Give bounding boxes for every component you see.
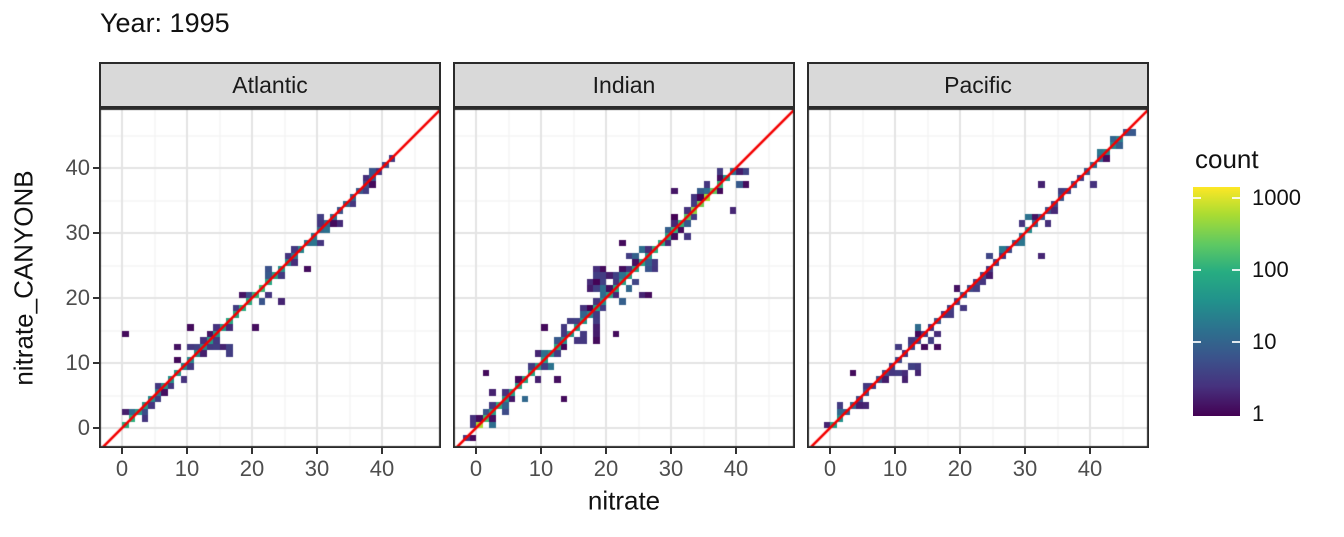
legend-tick-label: 1	[1252, 401, 1265, 426]
legend-tick-mark	[1232, 341, 1240, 343]
y-tick-mark	[93, 232, 99, 234]
legend-tick-mark	[1193, 197, 1201, 199]
x-tick-mark	[186, 448, 188, 454]
x-tick-mark	[316, 448, 318, 454]
x-tick-label: 10	[174, 456, 200, 481]
x-tick-label: 0	[823, 456, 837, 481]
x-tick-label: 40	[369, 456, 395, 481]
x-tick-mark	[381, 448, 383, 454]
x-tick-mark	[1089, 448, 1091, 454]
x-tick-label: 0	[115, 456, 129, 481]
y-tick-label: 10	[65, 350, 90, 375]
legend-tick-mark	[1193, 269, 1201, 271]
x-tick-label: 30	[1012, 456, 1038, 481]
x-tick-mark	[475, 448, 477, 454]
x-tick-label: 0	[469, 456, 483, 481]
x-tick-mark	[959, 448, 961, 454]
legend-tick-label: 10	[1252, 329, 1277, 354]
facet-strip-indian: Indian	[453, 62, 795, 108]
y-tick-label: 20	[65, 285, 90, 310]
legend-title: count	[1195, 144, 1259, 174]
y-tick-mark	[93, 362, 99, 364]
x-tick-mark	[1024, 448, 1026, 454]
x-tick-mark	[829, 448, 831, 454]
plot-title: Year: 1995	[100, 8, 230, 38]
x-tick-label: 20	[593, 456, 619, 481]
legend-tick-mark	[1193, 341, 1201, 343]
x-tick-label: 40	[723, 456, 749, 481]
y-tick-mark	[93, 427, 99, 429]
y-tick-label: 0	[77, 415, 90, 440]
x-tick-mark	[670, 448, 672, 454]
x-tick-label: 20	[947, 456, 973, 481]
y-tick-label: 30	[65, 220, 90, 245]
facet-strip-label: Indian	[592, 71, 656, 98]
x-tick-mark	[605, 448, 607, 454]
x-tick-mark	[121, 448, 123, 454]
legend-colorbar	[1193, 187, 1240, 416]
y-tick-mark	[93, 167, 99, 169]
legend-tick-mark	[1232, 269, 1240, 271]
facet-strip-label: Pacific	[944, 71, 1012, 98]
x-tick-mark	[540, 448, 542, 454]
x-tick-label: 20	[239, 456, 265, 481]
legend-tick-label: 1000	[1252, 185, 1301, 210]
legend-tick-label: 100	[1252, 257, 1289, 282]
x-axis-title: nitrate	[587, 485, 661, 516]
facet-strip-atlantic: Atlantic	[99, 62, 441, 108]
legend-tick-mark	[1232, 197, 1240, 199]
x-tick-label: 30	[658, 456, 684, 481]
facet-strip-pacific: Pacific	[807, 62, 1149, 108]
x-tick-label: 10	[528, 456, 554, 481]
y-axis-title: nitrate_CANYONB	[8, 170, 39, 386]
x-tick-mark	[735, 448, 737, 454]
x-tick-label: 40	[1077, 456, 1103, 481]
x-tick-mark	[251, 448, 253, 454]
x-tick-label: 30	[304, 456, 330, 481]
facet-panel-atlantic	[99, 108, 441, 448]
facet-strip-label: Atlantic	[232, 71, 308, 98]
x-tick-mark	[894, 448, 896, 454]
y-tick-label: 40	[65, 155, 90, 180]
facet-panel-indian	[453, 108, 795, 448]
facet-panel-pacific	[807, 108, 1149, 448]
y-tick-mark	[93, 297, 99, 299]
x-tick-label: 10	[882, 456, 908, 481]
